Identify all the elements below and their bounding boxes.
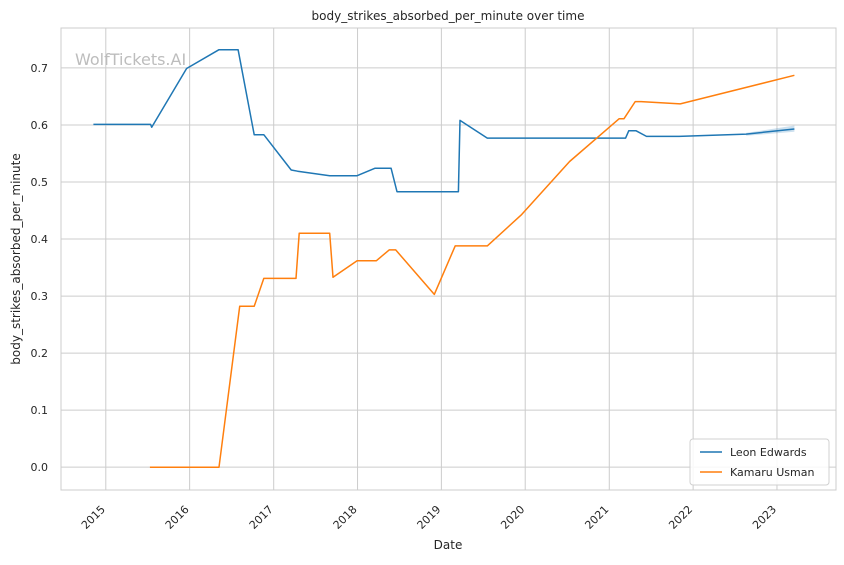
legend-label-leon-edwards: Leon Edwards	[730, 446, 807, 459]
x-tick-label: 2021	[582, 503, 611, 532]
y-tick-label: 0.1	[31, 404, 49, 417]
y-tick-label: 0.2	[31, 347, 49, 360]
series-lines	[93, 48, 795, 468]
series-line-kamaru-usman	[149, 74, 795, 468]
x-tick-label: 2022	[666, 503, 695, 532]
y-tick-label: 0.0	[31, 461, 49, 474]
x-tick-label: 2017	[247, 503, 276, 532]
plot-area	[60, 27, 837, 491]
legend: Leon Edwards Kamaru Usman	[689, 438, 830, 486]
x-tick-label: 2023	[750, 503, 779, 532]
chart-title: body_strikes_absorbed_per_minute over ti…	[312, 9, 585, 23]
x-tick-label: 2016	[163, 503, 192, 532]
x-tick-label: 2020	[498, 503, 527, 532]
y-axis-title: body_strikes_absorbed_per_minute	[9, 153, 23, 364]
y-tick-label: 0.6	[31, 119, 49, 132]
y-tick-label: 0.4	[31, 233, 49, 246]
series-line-leon-edwards	[93, 48, 795, 193]
y-tick-label: 0.3	[31, 290, 49, 303]
x-tick-label: 2015	[79, 503, 108, 532]
grid	[61, 28, 836, 490]
watermark: WolfTickets.AI	[75, 50, 186, 69]
y-tick-label: 0.7	[31, 62, 49, 75]
x-axis-title: Date	[434, 538, 463, 552]
x-tick-label: 2019	[415, 503, 444, 532]
legend-label-kamaru-usman: Kamaru Usman	[730, 466, 814, 479]
legend-frame	[689, 438, 830, 486]
x-tick-label: 2018	[331, 503, 360, 532]
y-tick-label: 0.5	[31, 176, 49, 189]
